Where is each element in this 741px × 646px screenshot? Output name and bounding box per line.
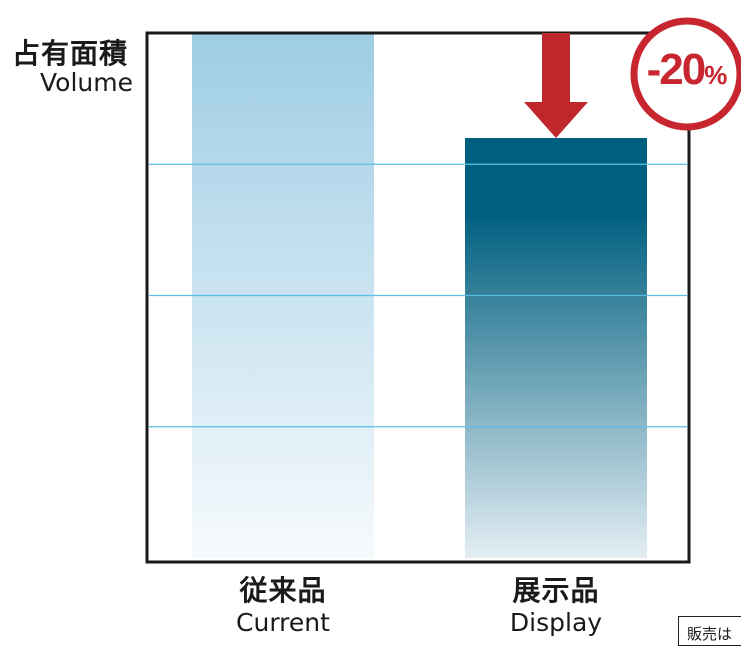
reduction-arrow [524, 33, 588, 138]
y-axis-label-jp: 占有面積 [12, 37, 129, 70]
y-axis-label-en: Volume [40, 68, 133, 97]
category-label-jp: 従来品 [239, 574, 327, 607]
note-box: 販売は [678, 616, 741, 646]
reduction-label: -20% [632, 45, 741, 95]
reduction-badge [630, 17, 741, 131]
plot-frame [145, 31, 691, 564]
category-label-jp: 展示品 [512, 574, 600, 607]
reduction-value: -20 [646, 45, 707, 94]
category-label-display: 展示品 Display [456, 574, 656, 638]
category-label-en: Current [236, 608, 330, 637]
reduction-unit: % [704, 60, 728, 90]
bar-display [465, 138, 647, 558]
category-label-en: Display [509, 608, 603, 637]
category-label-current: 従来品 Current [183, 574, 383, 638]
